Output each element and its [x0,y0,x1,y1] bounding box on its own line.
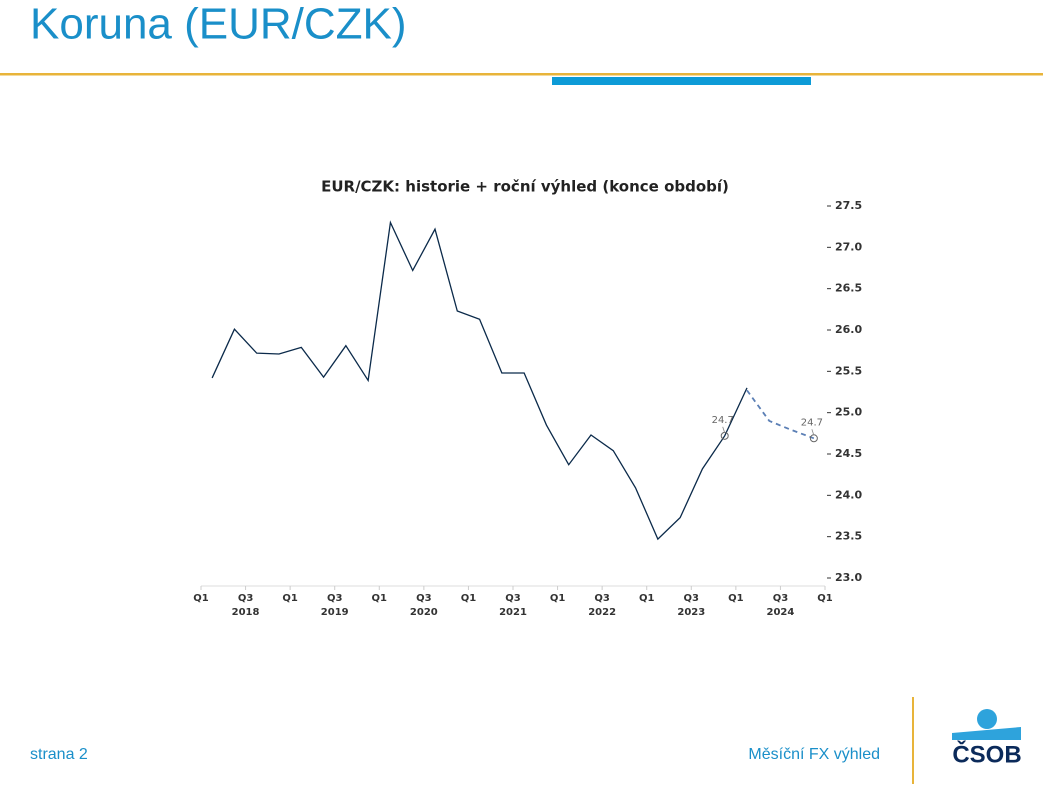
x-tick-label: Q1 [282,593,298,604]
x-tick-label: Q1 [639,593,655,604]
y-tick-label: 26.5 [835,282,862,295]
x-tick-label: Q3 [684,593,700,604]
y-tick-label: 26.0 [835,323,862,336]
x-tick-label: Q1 [550,593,566,604]
x-tick-label: Q3 [416,593,432,604]
x-tick-label: Q1 [461,593,477,604]
y-tick-label: 25.5 [835,364,862,377]
x-group-label: 2021 [499,607,527,618]
chart: 23.0 23.5 24.0 24.5 25.0 25.5 26.0 26.5 27.0 27.5… [193,199,862,618]
logo-shape [952,727,1021,740]
y-tick-label: 25.0 [835,406,862,419]
header-accent [552,77,811,85]
x-tick-label: Q1 [372,593,388,604]
annotation-label: 24.7 [801,417,823,428]
x-group-label: 2024 [767,607,795,618]
series-line [211,220,748,541]
y-tick-label: 27.0 [835,240,862,253]
annotation-pointer [722,426,726,433]
x-group-label: 2020 [410,607,438,618]
x-group-label: 2018 [232,607,260,618]
annotation-label: 24.7 [712,415,734,426]
footer-rule [912,697,914,784]
logo-text: ČSOB [952,740,1021,768]
annotation-pointer [811,429,815,436]
x-tick-label: Q3 [505,593,521,604]
y-tick-label: 27.5 [835,199,862,212]
logo-circle [977,709,997,729]
x-tick-label: Q1 [193,593,209,604]
x-tick-label: Q3 [238,593,254,604]
x-tick-label: Q1 [728,593,744,604]
x-group-label: 2023 [677,607,705,618]
x-tick-label: Q3 [594,593,610,604]
chart-title: EUR/CZK: historie + roční výhled (konce … [321,178,729,196]
slide-title: Koruna (EUR/CZK) [30,0,407,49]
series-line [746,389,815,440]
x-tick-label: Q3 [773,593,789,604]
report-name: Měsíční FX výhled [748,746,880,763]
y-tick-label: 23.0 [835,571,862,584]
header-rule [0,73,1043,76]
x-group-label: 2022 [588,607,616,618]
x-group-label: 2019 [321,607,349,618]
y-tick-label: 23.5 [835,530,862,543]
y-tick-label: 24.5 [835,447,862,460]
x-tick-label: Q3 [327,593,343,604]
x-tick-label: Q1 [817,593,833,604]
y-tick-label: 24.0 [835,488,862,501]
page-number: strana 2 [30,746,88,763]
